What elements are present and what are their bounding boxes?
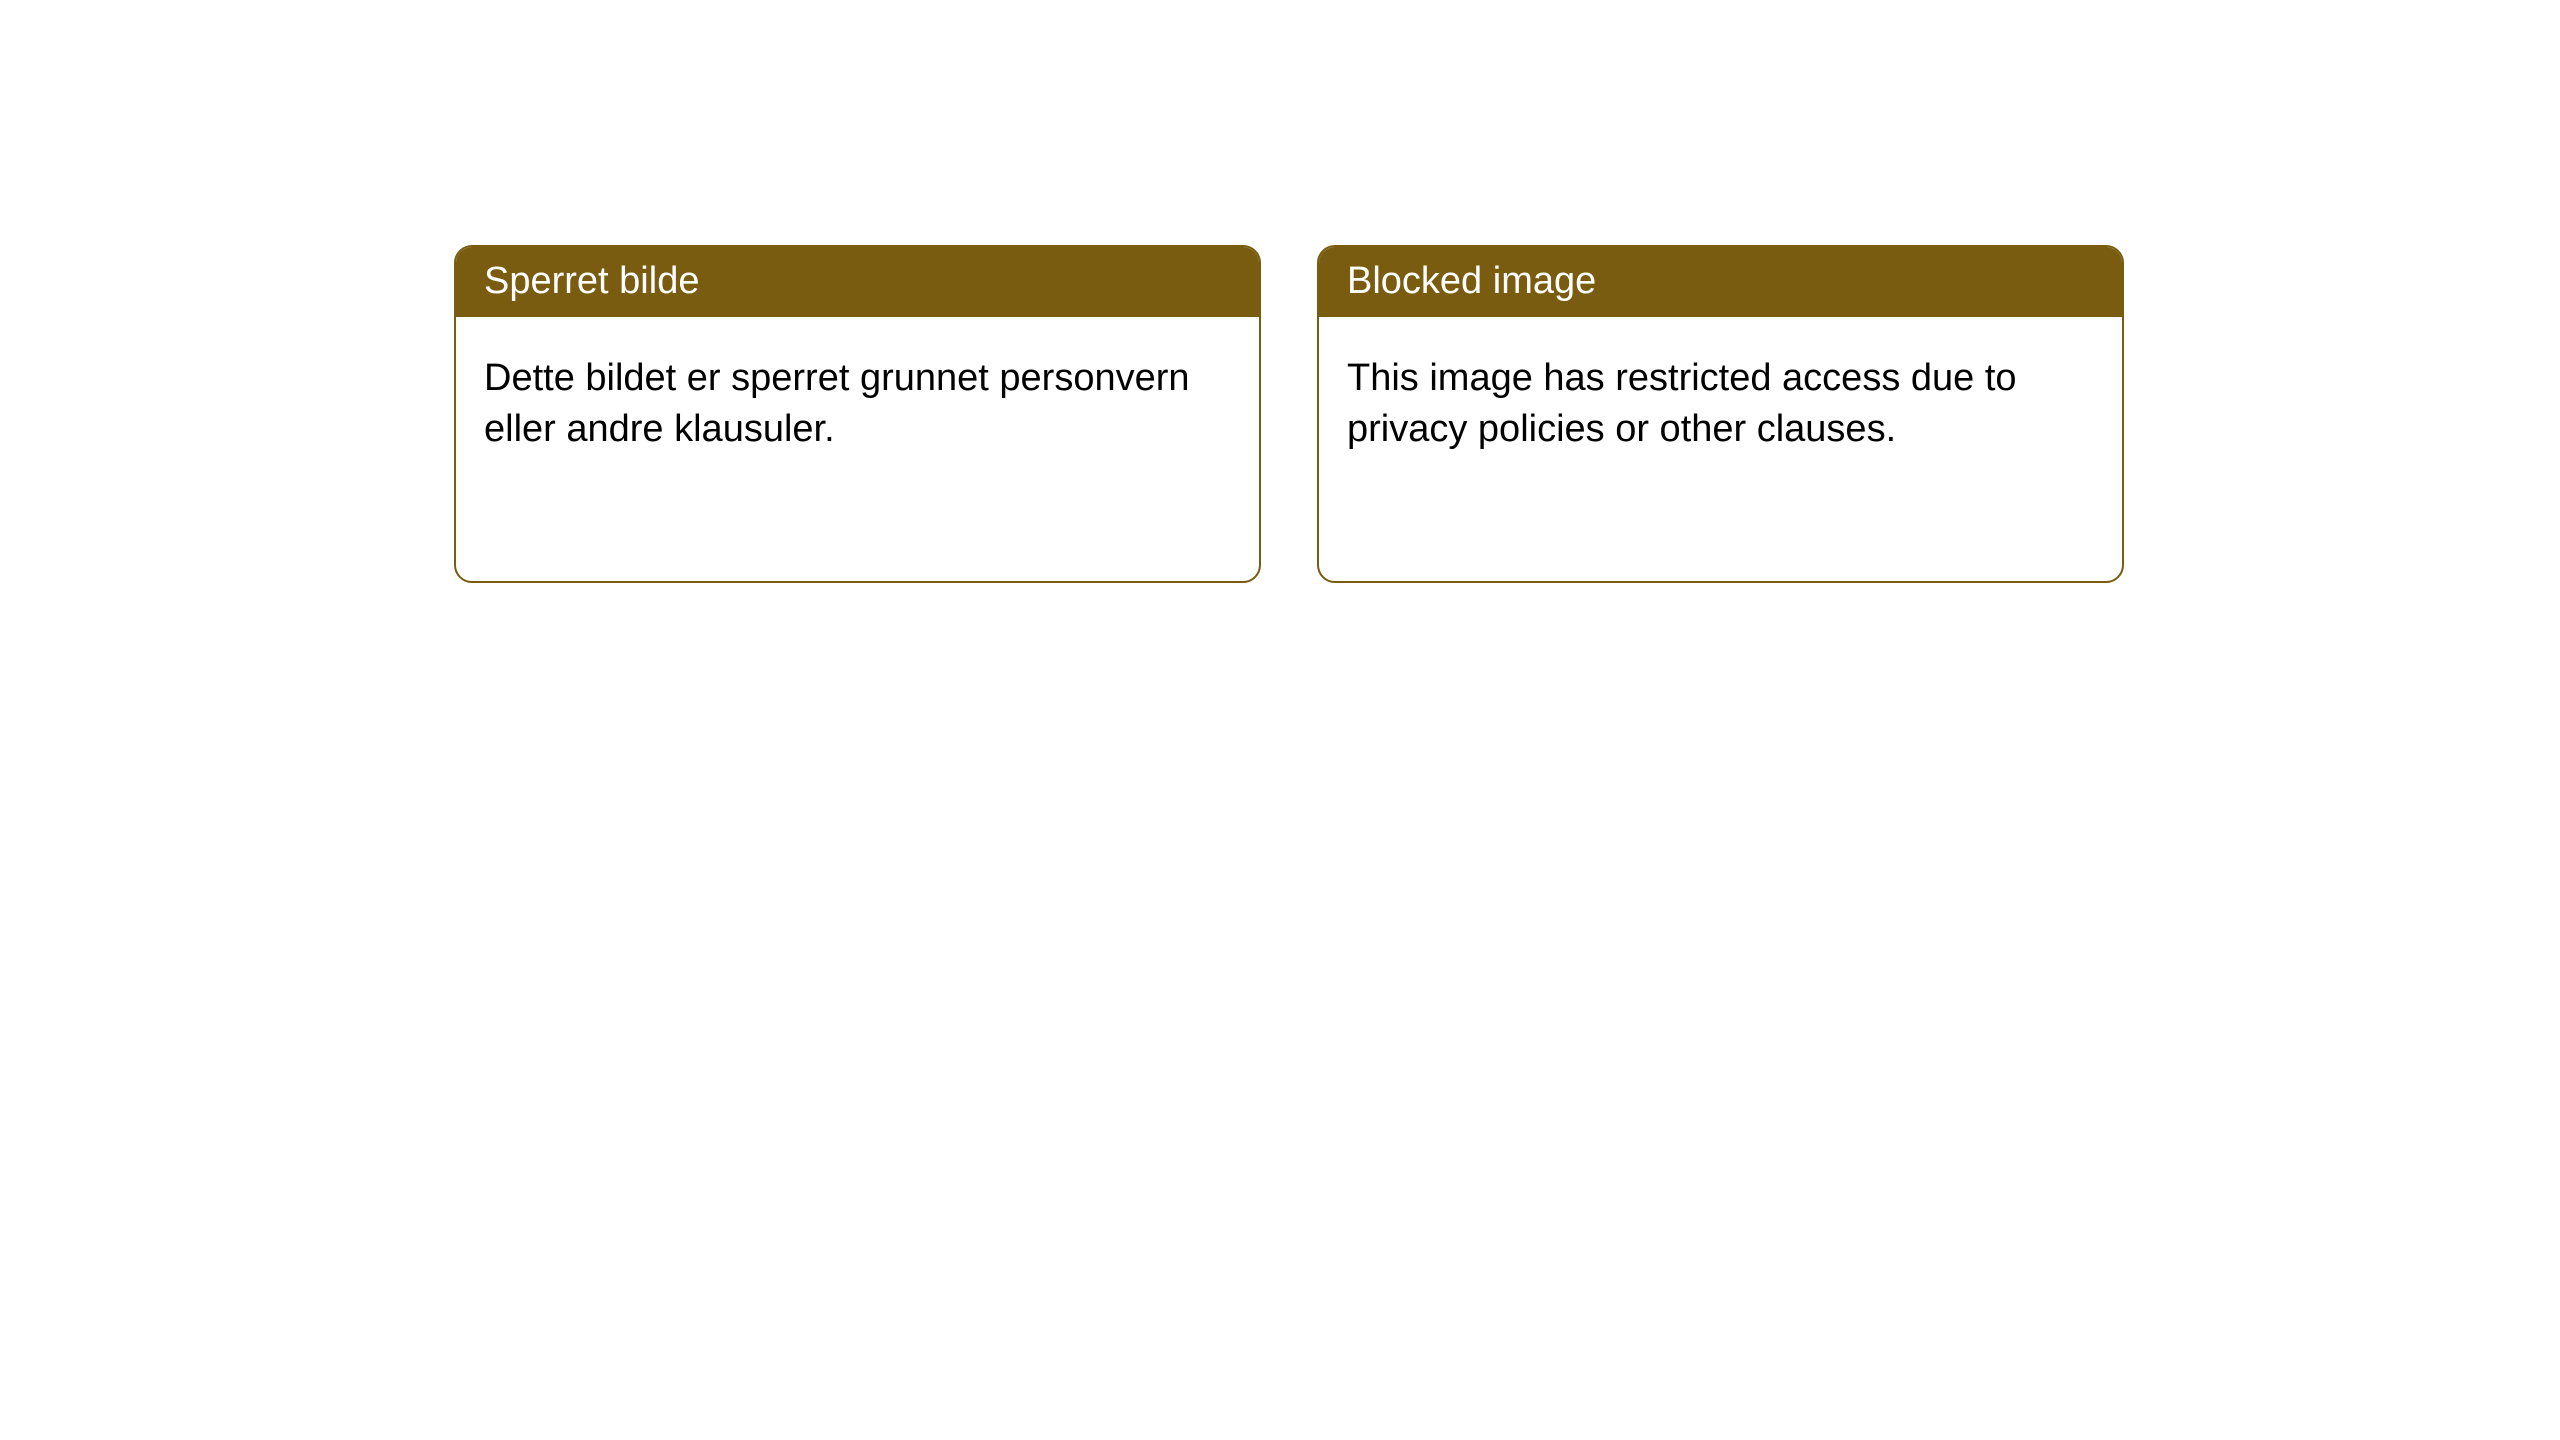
card-header: Blocked image xyxy=(1319,247,2122,317)
card-body: Dette bildet er sperret grunnet personve… xyxy=(456,317,1259,492)
notice-card-norwegian: Sperret bilde Dette bildet er sperret gr… xyxy=(454,245,1261,583)
card-header: Sperret bilde xyxy=(456,247,1259,317)
notice-card-english: Blocked image This image has restricted … xyxy=(1317,245,2124,583)
notice-cards-container: Sperret bilde Dette bildet er sperret gr… xyxy=(454,245,2124,583)
card-body: This image has restricted access due to … xyxy=(1319,317,2122,492)
